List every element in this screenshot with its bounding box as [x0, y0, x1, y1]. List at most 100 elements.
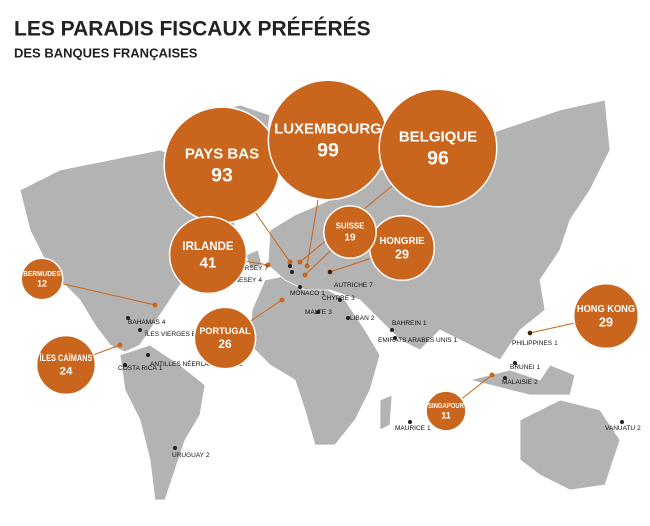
bubble-name: ÎLES CAÏMANS: [39, 352, 93, 363]
bubble: [425, 390, 467, 432]
point-name: EMIRATS ARABES UNIS: [378, 337, 452, 344]
bubble-value: 19: [344, 233, 356, 244]
bubble-name: PAYS BAS: [185, 145, 259, 162]
point-value: 1: [554, 340, 558, 347]
point-name: MALAISIE: [502, 379, 533, 386]
anchor-dot: [489, 372, 495, 378]
point-name: ÎLES VIERGES BRITANNIQUES: [144, 329, 241, 338]
point-name: COSTA RICA: [118, 365, 158, 372]
point-label: MONACO 1: [290, 290, 325, 297]
bubble-value: 12: [37, 279, 47, 289]
point-dot: [146, 353, 150, 357]
bubble: [572, 282, 640, 350]
bubble-value: 26: [218, 337, 232, 351]
point-dot: [528, 331, 532, 335]
point-label: LIBAN 2: [350, 315, 375, 322]
bubble-name: HONGRIE: [379, 236, 425, 247]
point-dot: [346, 316, 350, 320]
point-label: URUGUAY 2: [172, 452, 210, 459]
point-dot: [316, 310, 320, 314]
point-label: AUTRICHE 7: [334, 282, 373, 289]
point-name: MONACO: [290, 290, 319, 297]
point-dot: [393, 336, 397, 340]
point-label: COSTA RICA 1: [118, 365, 163, 372]
point-dot: [288, 264, 292, 268]
bubble-value: 93: [211, 164, 233, 186]
bubble: [323, 205, 377, 259]
point-dot: [328, 270, 332, 274]
point-label: PHILIPPINES 1: [512, 340, 558, 347]
bubble-value: 96: [427, 147, 449, 169]
point-label: CHYPRE 3: [322, 295, 355, 302]
bubble-value: 24: [60, 366, 73, 378]
bubble-value: 29: [599, 316, 613, 330]
bubble-value: 99: [317, 139, 339, 161]
point-dot: [408, 420, 412, 424]
bubble-name: SINGAPOUR: [428, 403, 464, 410]
bubble-value: 11: [441, 411, 451, 421]
point-dot: [138, 328, 142, 332]
bubble: [35, 334, 97, 396]
point-value: 3: [351, 295, 355, 302]
point-dot: [290, 270, 294, 274]
point-name: MAURICE: [395, 425, 426, 432]
anchor-dot: [152, 302, 158, 308]
point-dot: [126, 316, 130, 320]
bubble-name: BELGIQUE: [399, 128, 477, 145]
bubble-name: PORTUGAL: [199, 326, 251, 336]
bubble-value: 29: [395, 248, 409, 262]
point-value: 2: [206, 452, 210, 459]
point-dot: [298, 285, 302, 289]
anchor-dot: [265, 262, 271, 268]
point-name: LIBAN: [350, 315, 369, 322]
point-dot: [513, 361, 517, 365]
point-value: 2: [534, 379, 538, 386]
bubble-value: 41: [200, 255, 217, 272]
point-value: 1: [427, 425, 431, 432]
point-value: 4: [258, 277, 262, 284]
point-label: VANUATU 2: [605, 425, 641, 432]
bubble-name: LUXEMBOURG: [274, 120, 381, 137]
bubble-name: HONG KONG: [577, 304, 635, 315]
point-label: JERSEY 7: [237, 265, 268, 272]
point-label: BRUNEI 1: [510, 364, 541, 371]
point-name: URUGUAY: [172, 452, 205, 459]
point-label: MALAISIE 2: [502, 379, 538, 386]
point-label: BAHREIN 1: [392, 320, 427, 327]
anchor-dot: [287, 259, 293, 265]
point-value: 4: [162, 319, 166, 326]
bubble-name: BERMUDES: [23, 271, 61, 278]
point-value: 1: [159, 365, 163, 372]
point-label: MALTE 3: [305, 309, 332, 316]
bubble: [378, 88, 498, 208]
point-name: MALTE: [305, 309, 327, 316]
point-value: 1: [423, 320, 427, 327]
point-label: EMIRATS ARABES UNIS 1: [378, 337, 458, 344]
anchor-dot: [302, 272, 308, 278]
point-name: PHILIPPINES: [512, 340, 553, 347]
point-value: 1: [321, 290, 325, 297]
point-dot: [123, 363, 127, 367]
anchor-dot: [297, 259, 303, 265]
bubble-name: SUISSE: [336, 222, 365, 231]
point-dot: [503, 376, 507, 380]
points: JERSEY7GUERNESEY4MONACO1AUTRICHE7CHYPRE3…: [118, 264, 641, 459]
point-name: BAHREIN: [392, 320, 421, 327]
point-value: 3: [328, 309, 332, 316]
bubbles: PAYS BAS 93 LUXEMBOURG 99 BELGIQUE 96 IRLANDE 4…: [20, 79, 640, 432]
anchor-dot: [279, 297, 285, 303]
point-value: 1: [537, 364, 541, 371]
point-value: 2: [371, 315, 375, 322]
bubble: [193, 306, 257, 370]
point-name: JERSEY: [237, 265, 263, 272]
anchor-dot: [117, 342, 123, 348]
point-value: 7: [264, 265, 268, 272]
bubble: [20, 257, 64, 301]
point-name: ANTILLES NÉERLANDAISES: [150, 359, 238, 368]
point-name: CHYPRE: [322, 295, 350, 302]
point-name: VANUATU: [605, 425, 635, 432]
point-label: MAURICE 1: [395, 425, 431, 432]
point-dot: [390, 328, 394, 332]
point-value: 1: [454, 337, 458, 344]
